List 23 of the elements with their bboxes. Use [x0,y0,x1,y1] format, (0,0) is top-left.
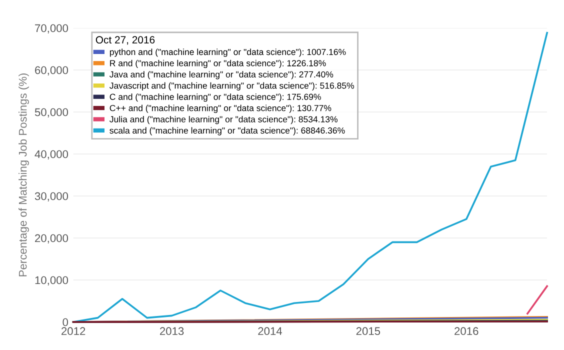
y-tick-label: 10,000 [35,276,68,286]
legend-label: scala and ("machine learning" or "data science"): 68846.36% [110,127,345,136]
legend-label: C and ("machine learning" or "data science"): 175.69% [110,94,321,102]
y-tick-label: 40,000 [34,150,68,160]
legend-label: R and ("machine learning" or "data science"): 1226.18% [110,60,326,68]
x-tick-label: 2014 [258,327,282,336]
y-tick-label: 30,000 [34,192,68,202]
legend-label: Julia and ("machine learning" or "data science"): 8534.13% [110,116,338,124]
legend-title: Oct 27, 2016 [96,36,155,45]
x-tick-label: 2016 [454,327,478,336]
y-tick-label: 60,000 [35,66,68,76]
y-tick-label: 70,000 [35,24,68,34]
legend-label: python and ("machine learning" or "data science"): 1007.16% [110,48,346,57]
y-tick-label: 50,000 [34,108,68,118]
y-axis-title: Percentage of Matching Job Postings (%) [18,73,29,276]
y-tick-label: 20,000 [35,234,68,244]
legend-label: C++ and ("machine learning" or "data science"): 130.77% [110,104,332,113]
x-tick-label: 2013 [160,327,184,336]
x-tick-label: 2012 [62,327,86,336]
y-tick-label: 0 [62,318,68,326]
legend-label: Javascript and ("machine learning" or "data science"): 516.85% [110,82,354,90]
x-tick-label: 2015 [356,327,380,336]
legend-label: Java and ("machine learning" or "data science"): 277.40% [110,71,334,80]
